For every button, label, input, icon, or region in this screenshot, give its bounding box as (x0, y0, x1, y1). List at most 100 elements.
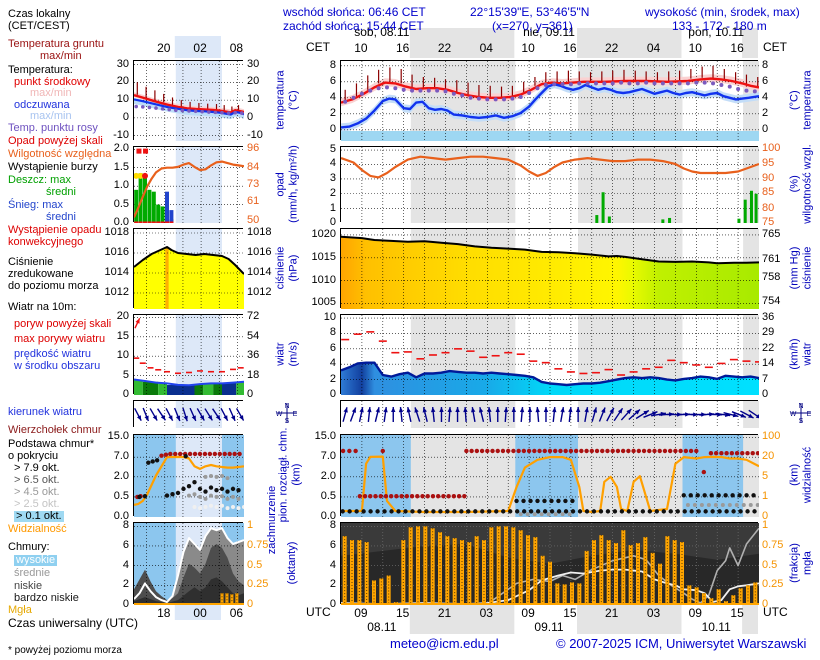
tick-label: 73 (247, 178, 260, 190)
time-label: 10 (354, 41, 368, 55)
legend-label: max/min (30, 110, 72, 122)
tick-label: 0.5 (113, 489, 129, 502)
legend-label: Śnieg: max (8, 199, 64, 211)
legend-label: o pokryciu (8, 450, 59, 462)
axis-title-line: mgła (801, 551, 814, 575)
axis-title: zachmurzenie (266, 486, 278, 554)
axis-title-line: (°C) (287, 90, 300, 110)
axis-title-line: ciśnienie (801, 246, 814, 290)
svg-text:S: S (285, 418, 290, 425)
static-text: (x=270, y=361) (492, 19, 573, 33)
axis-title-line: opad (274, 171, 287, 197)
time-label: 04 (646, 41, 661, 55)
axis-title-line: (frakcja) (788, 543, 801, 583)
tick-label: 20 (762, 450, 775, 463)
legend-label: prędkość wiatru (14, 348, 92, 360)
tick-label: 754 (762, 295, 781, 308)
panel-cloud-cover-forecast (340, 522, 759, 605)
tick-label: 100 (762, 430, 781, 443)
axis-title: temperatura (°C) (275, 70, 300, 129)
tick-label: 2 (329, 372, 336, 385)
time-label: 21 (437, 606, 452, 620)
axis-title-line: zachmurzenie (266, 485, 278, 555)
tick-label: 8 (329, 58, 336, 71)
panel-wind-forecast (340, 314, 759, 395)
axis-title-line: (hPa) (287, 254, 300, 282)
axis-title-line: (mm Hg) (788, 246, 801, 290)
chart-temperature-forecast (341, 61, 759, 141)
tick-label: 2.0 (320, 469, 336, 482)
axis-title-line: pion. rozciągł. chm. (277, 427, 290, 523)
time-label: 06 (229, 606, 244, 620)
tick-label: 2 (329, 106, 336, 119)
axis-title-line: ciśnienie (274, 246, 287, 290)
time-label: 09 (354, 606, 368, 620)
tick-label: 0 (122, 388, 129, 400)
tick-label: 0 (762, 510, 769, 522)
contact-email-link[interactable]: meteo@icm.edu.pl (390, 636, 499, 651)
tick-label: 84 (247, 160, 260, 173)
tick-label: 0.5 (320, 489, 336, 502)
tick-label: 0.0 (113, 510, 129, 522)
static-text: zachód słońca: 15:44 CET (283, 19, 424, 33)
tick-label: 0 (762, 598, 769, 610)
tick-label: 85 (762, 186, 775, 199)
legend-label: odczuwana (14, 99, 70, 111)
time-label: 10.11 (701, 620, 731, 634)
svg-text:S: S (799, 418, 804, 425)
tick-label: 5 (122, 368, 129, 381)
tick-label: 2 (762, 106, 769, 119)
axis-title-line: wiatr (274, 342, 287, 366)
axis-title-line: temperatura (274, 70, 287, 130)
legend-label: średni (46, 186, 76, 198)
svg-text:E: E (807, 411, 812, 418)
panel-cloud-base-visibility-forecast (340, 434, 759, 517)
tick-label: -10 (247, 128, 263, 141)
chart-pressure-history (134, 229, 244, 309)
tick-label: 30 (247, 57, 260, 70)
time-label: nie, 09.11 (523, 25, 575, 39)
tick-label: 1010 (311, 273, 336, 286)
tick-label: 1012 (247, 286, 272, 298)
tick-label: 0.5 (113, 197, 129, 210)
static-text: CET (306, 40, 330, 54)
tick-label: 1015 (311, 250, 336, 263)
static-text: 22°15'39"E, 53°46'5"N (470, 5, 590, 19)
tick-label: 1018 (104, 226, 129, 238)
tick-label: 8 (122, 519, 129, 532)
panel-wind-direction-history (133, 400, 244, 428)
copyright-text: © 2007-2025 ICM, Uniwersytet Warszawski (556, 636, 807, 651)
panel-strip-top-mini (133, 36, 243, 58)
tick-label: 4 (329, 157, 336, 170)
tick-label: 8 (329, 519, 336, 532)
panel-precipitation-forecast (340, 146, 759, 223)
axis-title: (oktanty) (286, 542, 298, 585)
tick-label: 761 (762, 252, 781, 265)
panel-precipitation-history (133, 146, 244, 223)
time-label: 21 (605, 606, 619, 620)
axis-title-line: (km) (290, 463, 303, 486)
legend-label: zredukowane (8, 268, 74, 280)
legend-label: wysokie (14, 554, 58, 566)
axis-title: (°C) temperatura (789, 70, 814, 129)
tick-label: 1 (762, 489, 769, 502)
legend-label: Ciśnienie (8, 256, 54, 268)
tick-label: 6 (762, 74, 769, 87)
legend-label: Wilgotność względna (8, 148, 112, 160)
static-text: UTC (306, 605, 331, 619)
tick-label: 96 (247, 142, 260, 155)
chart-cloud-base-visibility-history (134, 435, 244, 517)
tick-label: 1016 (104, 246, 129, 258)
tick-label: 0.5 (762, 558, 778, 571)
legend-label: max/min (40, 50, 82, 62)
static-text: wschód słońca: 06:46 CET (283, 5, 426, 19)
panel-temperature-history (133, 60, 244, 141)
static-text: 133 - 172 - 180 m (672, 19, 767, 33)
axis-title-line: (°C) (788, 90, 801, 110)
tick-label: 4 (122, 558, 129, 571)
static-text: UTC (763, 605, 788, 619)
panel-pressure-forecast (340, 228, 759, 309)
legend-label: Wiatr na 10m: (8, 301, 77, 313)
tick-label: 20 (116, 75, 129, 88)
